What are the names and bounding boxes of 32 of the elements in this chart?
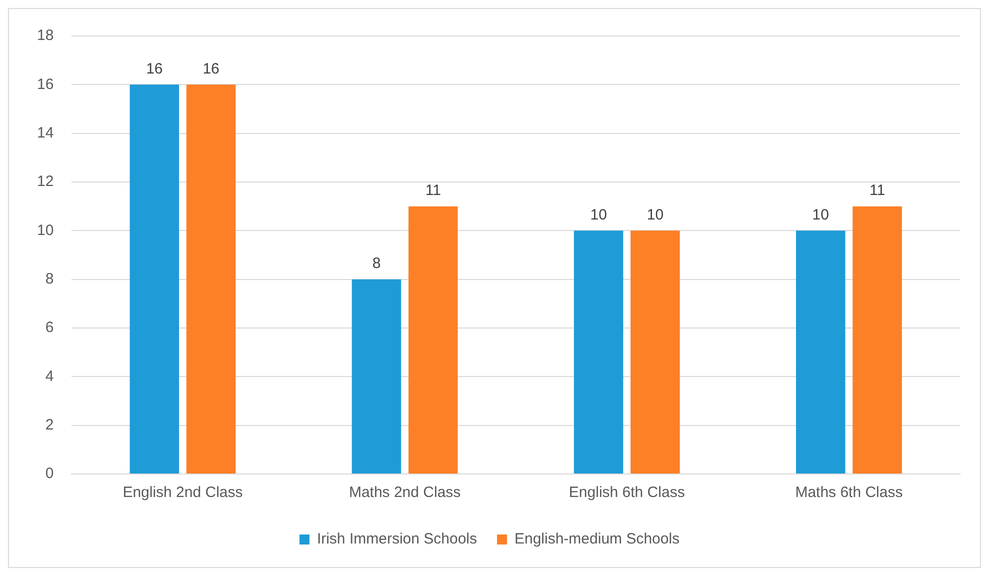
data-label: 11	[425, 182, 441, 199]
y-tick-label: 16	[36, 76, 54, 93]
data-label: 10	[646, 206, 664, 224]
y-tick-label: 12	[36, 173, 54, 190]
y-tick-label: 10	[36, 222, 54, 239]
bar	[352, 279, 402, 474]
y-tick-label: 8	[45, 270, 54, 288]
y-tick-label: 14	[36, 124, 54, 142]
y-tick-label: 4	[45, 368, 54, 385]
bar	[852, 206, 902, 474]
bar	[130, 84, 180, 474]
y-tick-label: 6	[45, 319, 54, 336]
y-tick-label: 0	[45, 465, 54, 482]
bar	[408, 206, 458, 474]
legend-label: English-medium Schools	[514, 530, 680, 548]
bar	[186, 84, 236, 474]
data-label: 10	[590, 206, 607, 224]
y-tick-label: 18	[36, 27, 54, 44]
y-tick-label: 2	[45, 416, 54, 434]
data-label: 11	[869, 182, 886, 199]
data-label: 16	[202, 60, 220, 78]
bar	[574, 230, 624, 474]
data-label: 16	[146, 60, 163, 78]
x-tick-label: Maths 2nd Class	[348, 484, 461, 502]
data-label: 8	[372, 254, 381, 272]
bar	[630, 230, 680, 474]
data-label: 10	[812, 206, 829, 224]
x-tick-label: English 6th Class	[568, 484, 685, 502]
legend-label: Irish Immersion Schools	[316, 530, 477, 548]
bar	[796, 230, 846, 474]
x-tick-label: Maths 6th Class	[795, 484, 903, 502]
x-tick-label: English 2nd Class	[122, 484, 243, 502]
